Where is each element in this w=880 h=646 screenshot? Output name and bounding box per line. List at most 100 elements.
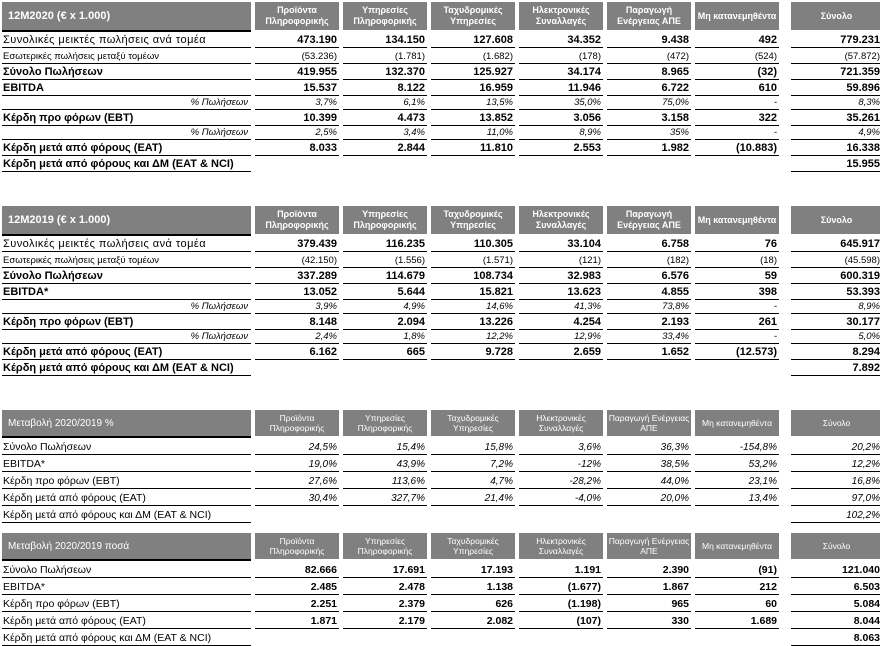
value-cell: 2.251: [255, 595, 339, 612]
value-cell: (42.150): [255, 252, 339, 268]
value-cell: 19,0%: [255, 455, 339, 472]
value-cell: [695, 156, 779, 172]
column-header: Ηλεκτρονικές Συναλλαγές: [519, 2, 603, 30]
value-cell: [343, 506, 427, 523]
value-cell: -154,8%: [695, 438, 779, 455]
column-header: Σύνολο: [791, 2, 880, 30]
value-cell: 53.393: [791, 284, 880, 300]
value-cell: 24,5%: [255, 438, 339, 455]
value-cell: 30.177: [791, 314, 880, 330]
column-header: Μη κατανεμηθέντα: [695, 410, 779, 436]
value-cell: 2.390: [607, 561, 691, 578]
value-cell: 13.052: [255, 284, 339, 300]
value-cell: 3.056: [519, 110, 603, 126]
value-cell: (182): [607, 252, 691, 268]
value-cell: 2.485: [255, 578, 339, 595]
value-cell: [695, 360, 779, 376]
column-header: Σύνολο: [791, 533, 880, 559]
value-cell: 665: [343, 344, 427, 360]
value-cell: 13,5%: [431, 96, 515, 110]
value-cell: 6.503: [791, 578, 880, 595]
value-cell: 12,2%: [431, 330, 515, 344]
column-header: Σύνολο: [791, 206, 880, 234]
value-cell: 116.235: [343, 236, 427, 252]
value-cell: 3,4%: [343, 126, 427, 140]
column-spacer: [783, 595, 787, 612]
value-cell: 2.659: [519, 344, 603, 360]
column-spacer: [783, 206, 787, 236]
value-cell: [255, 156, 339, 172]
value-cell: [607, 506, 691, 523]
column-header: Ηλεκτρονικές Συναλλαγές: [519, 206, 603, 234]
value-cell: 125.927: [431, 64, 515, 80]
value-cell: [431, 156, 515, 172]
value-cell: 8,9%: [791, 300, 880, 314]
value-cell: 38,5%: [607, 455, 691, 472]
value-cell: 3,7%: [255, 96, 339, 110]
table-change-percent: Μεταβολή 2020/2019 % Προϊόντα Πληροφορική…: [2, 410, 880, 523]
value-cell: 15.821: [431, 284, 515, 300]
value-cell: 12,9%: [519, 330, 603, 344]
value-cell: 132.370: [343, 64, 427, 80]
table-title: Μεταβολή 2020/2019 ποσά: [2, 533, 251, 561]
column-spacer: [783, 64, 787, 80]
value-cell: 43,9%: [343, 455, 427, 472]
value-cell: 1.867: [607, 578, 691, 595]
value-cell: 398: [695, 284, 779, 300]
value-cell: -12%: [519, 455, 603, 472]
value-cell: 13.623: [519, 284, 603, 300]
value-cell: 965: [607, 595, 691, 612]
value-cell: 8.148: [255, 314, 339, 330]
value-cell: 4.254: [519, 314, 603, 330]
value-cell: 59: [695, 268, 779, 284]
value-cell: 114.679: [343, 268, 427, 284]
value-cell: 8,9%: [519, 126, 603, 140]
row-label: Κέρδη μετά από φόρους και ΔΜ (EAT & NCI): [2, 360, 251, 376]
value-cell: (53.236): [255, 48, 339, 64]
column-spacer: [783, 110, 787, 126]
value-cell: 6.162: [255, 344, 339, 360]
value-cell: 35.261: [791, 110, 880, 126]
value-cell: 20,2%: [791, 438, 880, 455]
value-cell: 779.231: [791, 32, 880, 48]
row-label: Κέρδη προ φόρων (EBT): [2, 314, 251, 330]
value-cell: 2,5%: [255, 126, 339, 140]
column-spacer: [783, 2, 787, 32]
table-title: 12M2019 (€ x 1.000): [2, 206, 251, 236]
value-cell: 15.537: [255, 80, 339, 96]
column-header: Ταχυδρομικές Υπηρεσίες: [431, 410, 515, 436]
value-cell: 7.892: [791, 360, 880, 376]
column-spacer: [783, 455, 787, 472]
row-label: % Πωλήσεων: [2, 96, 251, 110]
value-cell: 23,1%: [695, 472, 779, 489]
column-header: Προϊόντα Πληροφορικής: [255, 533, 339, 559]
value-cell: (91): [695, 561, 779, 578]
column-spacer: [783, 252, 787, 268]
value-cell: 600.319: [791, 268, 880, 284]
row-label: Κέρδη προ φόρων (EBT): [2, 110, 251, 126]
row-label: Συνολικές μεικτές πωλήσεις ανά τομέα: [2, 236, 251, 252]
value-cell: (1.198): [519, 595, 603, 612]
column-spacer: [783, 314, 787, 330]
value-cell: (472): [607, 48, 691, 64]
value-cell: 6,1%: [343, 96, 427, 110]
value-cell: 379.439: [255, 236, 339, 252]
column-header: Ηλεκτρονικές Συναλλαγές: [519, 410, 603, 436]
value-cell: 626: [431, 595, 515, 612]
value-cell: 8.044: [791, 612, 880, 629]
value-cell: 35,0%: [519, 96, 603, 110]
value-cell: (18): [695, 252, 779, 268]
value-cell: 1,8%: [343, 330, 427, 344]
value-cell: 645.917: [791, 236, 880, 252]
value-cell: [695, 629, 779, 646]
column-spacer: [783, 561, 787, 578]
column-spacer: [783, 629, 787, 646]
column-spacer: [783, 438, 787, 455]
row-label: Εσωτερικές πωλήσεις μεταξύ τομέων: [2, 48, 251, 64]
value-cell: 33.104: [519, 236, 603, 252]
column-spacer: [783, 612, 787, 629]
value-cell: [695, 506, 779, 523]
value-cell: 419.955: [255, 64, 339, 80]
value-cell: 13.226: [431, 314, 515, 330]
value-cell: 721.359: [791, 64, 880, 80]
